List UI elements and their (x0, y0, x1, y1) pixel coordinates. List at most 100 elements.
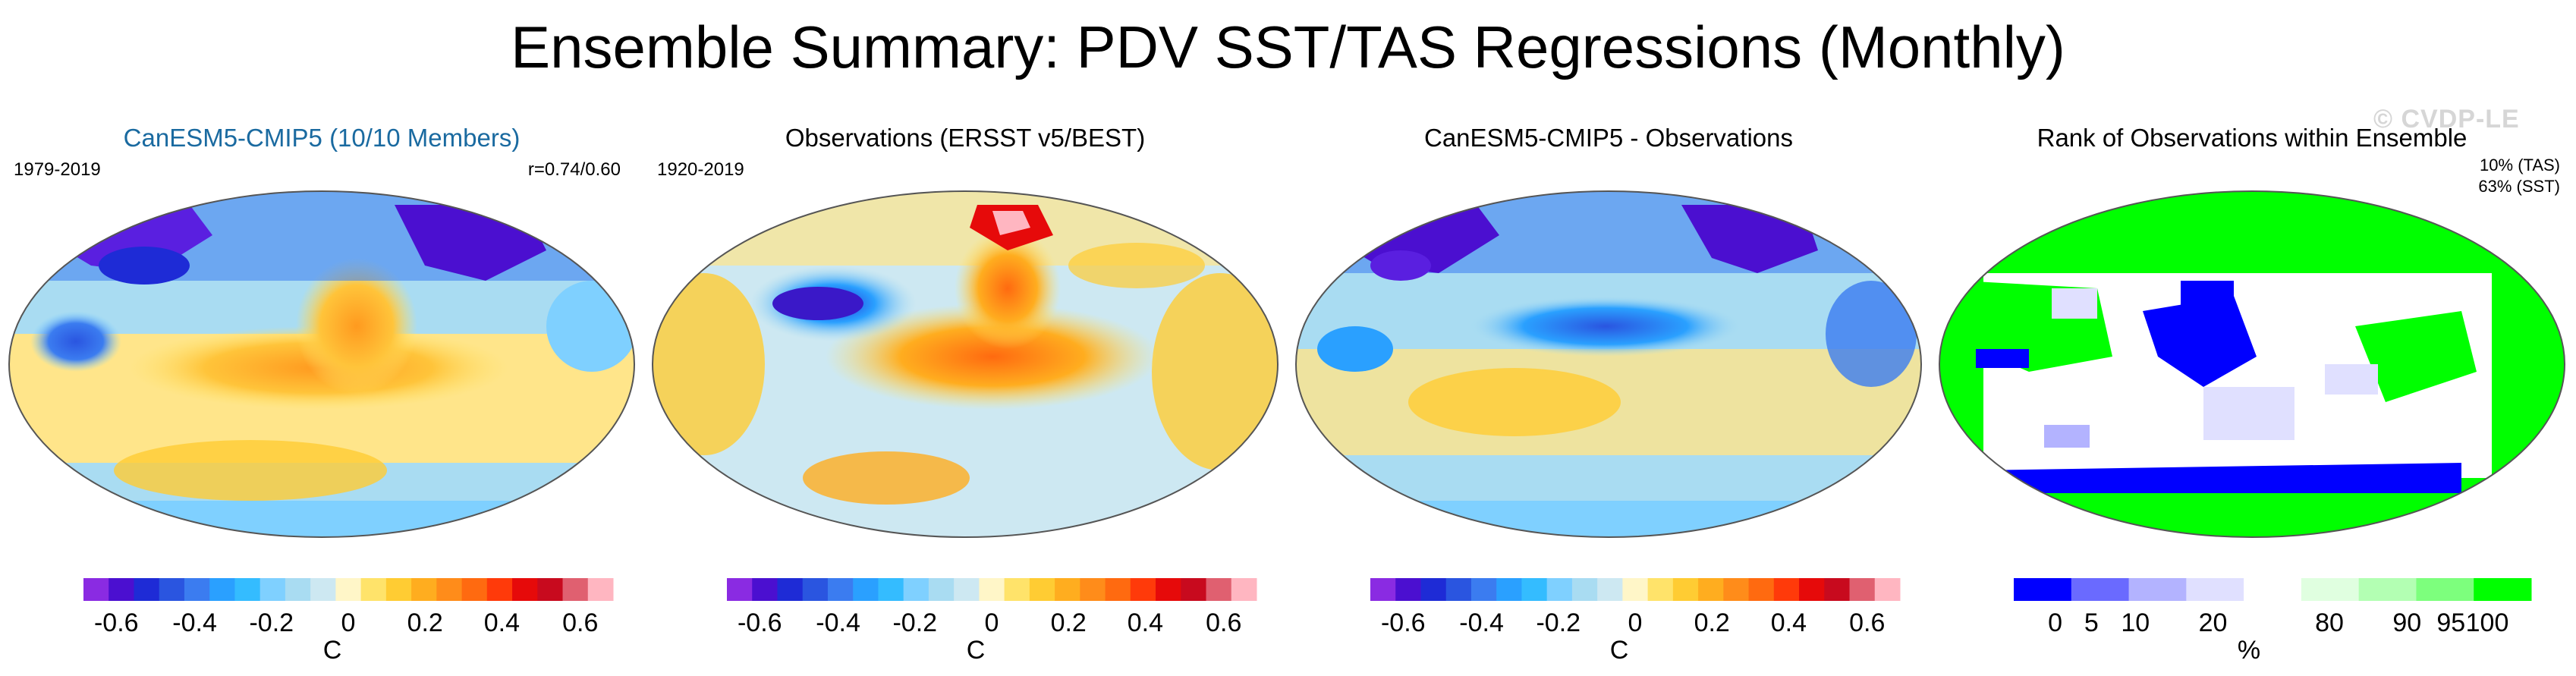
colorbar: -0.6 -0.4 -0.2 0 0.2 0.4 0.6 C (643, 569, 1287, 676)
colorbar-swatch (878, 578, 904, 601)
rank-stat-sst: 63% (SST) (2478, 177, 2560, 196)
colorbar-swatch (1647, 578, 1674, 601)
colorbar-tick-label: 0.6 (1206, 608, 1242, 637)
colorbar-tick-label: 95 (2436, 608, 2466, 637)
period-label: 1979-2019 (14, 159, 101, 180)
colorbar-swatch (1723, 578, 1750, 601)
colorbar-swatch (385, 578, 412, 601)
colorbar-tick-label: -0.4 (816, 608, 860, 637)
colorbar-swatch (2244, 578, 2302, 601)
colorbar-swatch (159, 578, 185, 601)
colorbar-swatch (1445, 578, 1472, 601)
colorbar-swatch (2474, 578, 2532, 601)
colorbar-tick-label: -0.6 (737, 608, 782, 637)
colorbar-swatch (1181, 578, 1207, 601)
colorbar-swatch (777, 578, 804, 601)
colorbar-swatch (1420, 578, 1447, 601)
colorbar-swatch (1546, 578, 1573, 601)
colorbar-tick-label: 0.4 (483, 608, 521, 637)
colorbar: -0.6 -0.4 -0.2 0 0.2 0.4 0.6 C (1287, 569, 1930, 676)
colorbar-tick-label: 0.2 (407, 608, 443, 637)
colorbar-tick-label: -0.4 (1459, 608, 1504, 637)
map-model (8, 190, 635, 538)
colorbar-swatch (2416, 578, 2474, 601)
colorbar-swatch (234, 578, 261, 601)
colorbar-tick-label: -0.2 (249, 608, 294, 637)
colorbar-unit: C (966, 636, 986, 665)
colorbar-tick-label: 100 (2465, 608, 2509, 637)
colorbar-swatch (1470, 578, 1497, 601)
colorbar-swatch (461, 578, 488, 601)
colorbar-swatch (1799, 578, 1825, 601)
colorbar-swatch (1748, 578, 1775, 601)
colorbar-swatch (827, 578, 854, 601)
colorbar-swatch (727, 578, 753, 601)
colorbar-tick-label: 20 (2198, 608, 2228, 637)
colorbar-swatch (1206, 578, 1232, 601)
colorbar-swatch (259, 578, 286, 601)
colorbar-swatch (1849, 578, 1876, 601)
colorbar-unit: C (322, 636, 342, 665)
colorbar-tick-label: -0.6 (93, 608, 139, 637)
colorbar-swatch (1824, 578, 1851, 601)
colorbar-swatch (2128, 578, 2187, 601)
colorbar-swatch (1080, 578, 1106, 601)
colorbar-tick-label: 5 (2084, 608, 2099, 637)
colorbar-swatch (1004, 578, 1030, 601)
colorbar-swatch (310, 578, 336, 601)
colorbar-tick-label: -0.2 (1536, 608, 1581, 637)
colorbar-tick-label: 0.6 (562, 608, 599, 637)
panel-title: CanESM5-CMIP5 - Observations (1424, 124, 1793, 152)
colorbar-tick-label: 0.4 (1127, 608, 1164, 637)
colorbar-swatch (109, 578, 134, 601)
colorbar-swatch (1773, 578, 1800, 601)
colorbar-unit: % (2237, 636, 2261, 665)
period-label: 1920-2019 (657, 159, 744, 180)
colorbar-swatch (587, 578, 614, 601)
colorbar-tick-label: 0.2 (1694, 608, 1730, 637)
panel-title: CanESM5-CMIP5 (10/10 Members) (123, 124, 521, 152)
colorbar-swatch (2014, 578, 2072, 601)
colorbar-swatch (1370, 578, 1396, 601)
panel-title: Observations (ERSST v5/BEST) (785, 124, 1146, 152)
colorbar-tick-label: 0 (341, 608, 356, 637)
colorbar-swatch (979, 578, 1005, 601)
colorbar-swatch (954, 578, 980, 601)
colorbar-swatch (285, 578, 311, 601)
panel-rank: Rank of Observations within Ensemble 10%… (1930, 121, 2574, 676)
colorbar-swatch (83, 578, 109, 601)
colorbar-swatch (2186, 578, 2244, 601)
rank-stat-tas: 10% (TAS) (2480, 156, 2560, 175)
colorbar-swatch (411, 578, 437, 601)
map-rank (1939, 190, 2565, 538)
colorbar-tick-label: 0 (984, 608, 999, 637)
colorbar-tick-label: 10 (2121, 608, 2150, 637)
colorbar-tick-label: 0 (2048, 608, 2063, 637)
colorbar-swatch (1231, 578, 1257, 601)
colorbar-swatch (360, 578, 387, 601)
colorbar-swatch (1395, 578, 1421, 601)
colorbar-swatch (802, 578, 829, 601)
map-observations (652, 190, 1279, 538)
colorbar-swatch (335, 578, 362, 601)
colorbar-swatch (436, 578, 463, 601)
rank-stats: 10% (TAS) 63% (SST) (2478, 155, 2560, 197)
colorbar-swatch (1672, 578, 1699, 601)
colorbar: 0 5 10 20 80 90 95 100 % (1930, 569, 2574, 676)
colorbar-swatch (1874, 578, 1901, 601)
panel-observations: Observations (ERSST v5/BEST) 1920-2019 -… (643, 121, 1287, 676)
colorbar-tick-label: 80 (2315, 608, 2344, 637)
colorbar-swatch (1055, 578, 1080, 601)
colorbar-swatch (562, 578, 589, 601)
colorbar-swatch (537, 578, 564, 601)
colorbar-swatch (1130, 578, 1156, 601)
correlation-label: r=0.74/0.60 (527, 159, 621, 180)
colorbar-swatch (1571, 578, 1598, 601)
colorbar-tick-label: 0.4 (1770, 608, 1807, 637)
colorbar-tick-label: 0.2 (1050, 608, 1087, 637)
colorbar-tick-label: -0.6 (1380, 608, 1426, 637)
map-difference (1295, 190, 1922, 538)
colorbar-swatch (1521, 578, 1548, 601)
colorbar-swatch (1698, 578, 1724, 601)
colorbar-swatch (853, 578, 879, 601)
